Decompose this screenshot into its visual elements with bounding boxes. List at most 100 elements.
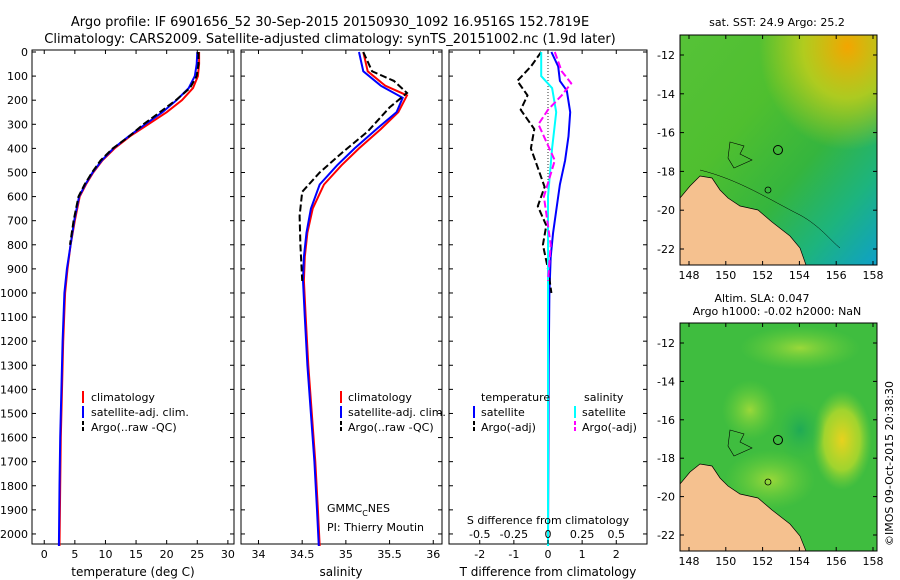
t-difference-axis-label: T difference from climatology — [459, 565, 637, 579]
sst-lon-label: 152 — [752, 269, 773, 282]
profile-axes-ticks: 0100200300400500600700800900100011001200… — [0, 46, 647, 561]
sst-lon-label: 154 — [789, 269, 810, 282]
depth-tick-label: 100 — [7, 70, 28, 83]
legend-satellite-label: satellite-adj. clim. — [91, 406, 189, 419]
temperature-x-tick-label: 30 — [221, 548, 235, 561]
depth-tick-label: 1800 — [0, 480, 28, 493]
difference-panel: temperature satellite Argo(-adj) salinit… — [448, 49, 648, 579]
sla-blob-west — [722, 380, 778, 440]
depth-tick-label: 1300 — [0, 359, 28, 372]
sla-lon-label: 152 — [752, 555, 773, 568]
temperature-series-0-line — [58, 52, 201, 547]
salinity-legend: climatology satellite-adj. clim. Argo(..… — [340, 391, 446, 434]
depth-tick-label: 1500 — [0, 407, 28, 420]
difference-series-0-line — [547, 51, 572, 547]
depth-tick-label: 1100 — [0, 311, 28, 324]
sst-lat-label: -14 — [657, 88, 675, 101]
sla-lat-label: -20 — [657, 491, 675, 504]
depth-tick-label: 1900 — [0, 504, 28, 517]
difference-x-tick-label: 1 — [579, 548, 586, 561]
temperature-plot-frame — [31, 49, 235, 545]
sla-lon-label: 158 — [863, 555, 884, 568]
depth-tick-label: 900 — [7, 263, 28, 276]
sst-argo-previous — [764, 186, 772, 194]
sst-map: sat. SST: 24.9 Argo: 25.2 -12 -14 -16 -18 -2… — [657, 16, 883, 282]
depth-tick-label: 1200 — [0, 335, 28, 348]
temperature-panel: climatology satellite-adj. clim. Argo(..… — [31, 49, 235, 579]
s-difference-tick-label: 0 — [545, 528, 552, 541]
sst-lat-label: -12 — [657, 49, 675, 62]
temperature-x-tick-label: 10 — [98, 548, 112, 561]
sst-lon-label: 158 — [863, 269, 884, 282]
imos-stamp: ©IMOS 09-Oct-2015 20:38:30 — [883, 381, 896, 546]
legend-sal-satellite-label: satellite — [582, 406, 626, 419]
sst-lon-label: 150 — [715, 269, 736, 282]
sla-lat-label: -16 — [657, 414, 675, 427]
sla-low-patch — [775, 400, 825, 460]
temperature-x-tick-label: 25 — [190, 548, 204, 561]
title-line-2: Climatology: CARS2009. Satellite-adjuste… — [44, 32, 616, 47]
s-difference-tick-label: -0.5 — [469, 528, 490, 541]
legend-climatology-label: climatology — [91, 391, 155, 404]
sla-lat-label: -18 — [657, 452, 675, 465]
depth-tick-label: 400 — [7, 142, 28, 155]
depth-tick-label: 500 — [7, 166, 28, 179]
salinity-series-0-line — [302, 51, 409, 547]
difference-x-tick-label: 2 — [613, 548, 620, 561]
sla-island-outline — [727, 429, 753, 457]
salinity-panel: climatology satellite-adj. clim. Argo(..… — [240, 49, 446, 579]
salinity-plot-frame — [240, 49, 443, 545]
difference-x-tick-label: -2 — [474, 548, 485, 561]
depth-tick-label: 1000 — [0, 287, 28, 300]
sla-blob-north — [740, 326, 860, 370]
salinity-x-tick-label: 35 — [339, 548, 353, 561]
depth-tick-label: 0 — [21, 46, 28, 59]
temperature-series-2-line — [69, 52, 200, 245]
sla-coastline-land — [680, 463, 807, 551]
depth-tick-label: 600 — [7, 191, 28, 204]
sla-lon-label: 148 — [679, 555, 700, 568]
depth-tick-label: 800 — [7, 239, 28, 252]
credit-gmmc-rest: NES — [368, 502, 390, 515]
difference-series-layer — [516, 51, 573, 547]
difference-x-tick-label: -1 — [508, 548, 519, 561]
difference-x-tick-label: 0 — [545, 548, 552, 561]
sla-map-ticks: -12 -14 -16 -18 -20 -22 148 150 152 154 156 158 — [657, 323, 884, 568]
sst-lat-label: -20 — [657, 204, 675, 217]
sst-argo-location — [773, 145, 783, 155]
sla-lat-label: -14 — [657, 375, 675, 388]
legend-sal-argo-label: Argo(-adj) — [582, 421, 637, 434]
credit-pi: PI: Thierry Moutin — [327, 521, 424, 534]
sst-map-title: sat. SST: 24.9 Argo: 25.2 — [709, 16, 845, 29]
salinity-x-tick-label: 36 — [426, 548, 440, 561]
temperature-legend: climatology satellite-adj. clim. Argo(..… — [82, 391, 189, 434]
temperature-series-1-line — [57, 51, 199, 547]
credit-gmmc-main: GMMC — [327, 502, 363, 515]
legend-temp-argo-label: Argo(-adj) — [481, 421, 536, 434]
s-difference-tick-label: 0.25 — [570, 528, 595, 541]
temperature-x-tick-label: 5 — [71, 548, 78, 561]
sst-lat-label: -22 — [657, 243, 675, 256]
salinity-axis-label: salinity — [319, 565, 362, 579]
sla-blob-east — [812, 390, 872, 490]
credit-gmmc-sub: C — [362, 509, 368, 518]
legend-temp-satellite-label: satellite — [481, 406, 525, 419]
legend-argo-label: Argo(..raw -QC) — [91, 421, 177, 434]
depth-tick-label: 200 — [7, 94, 28, 107]
temperature-x-tick-label: 20 — [160, 548, 174, 561]
s-difference-tick-label: 0.5 — [608, 528, 626, 541]
credit-gmmc: GMMCCNES — [327, 502, 390, 518]
temperature-series-layer — [57, 51, 201, 547]
temperature-x-tick-label: 15 — [129, 548, 143, 561]
sla-lon-label: 156 — [826, 555, 847, 568]
sst-map-ticks: -12 -14 -16 -18 -20 -22 148 150 152 154 156 158 — [657, 35, 884, 282]
difference-series-2-line — [540, 52, 558, 546]
sla-map: Altim. SLA: 0.047 Argo h1000: -0.02 h200… — [657, 292, 883, 568]
difference-series-1-line — [516, 51, 553, 294]
sla-lat-label: -12 — [657, 337, 675, 350]
salinity-x-tick-label: 34 — [251, 548, 265, 561]
salinity-series-2-line — [298, 51, 409, 281]
salinity-series-layer — [298, 51, 409, 547]
title-line-1: Argo profile: IF 6901656_52 30-Sep-2015 … — [71, 15, 589, 30]
depth-tick-label: 1400 — [0, 383, 28, 396]
